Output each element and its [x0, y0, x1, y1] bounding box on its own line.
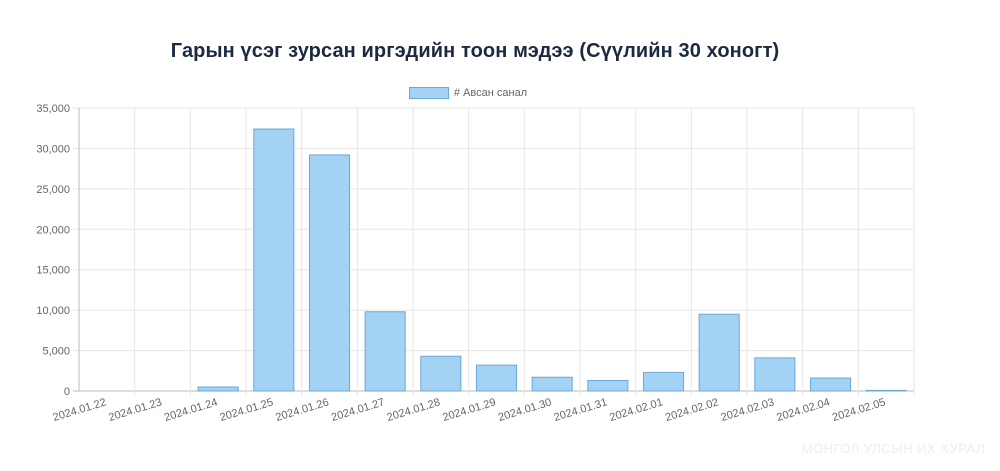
bar[interactable] [865, 389, 907, 392]
x-tick-label: 2024.02.01 [608, 396, 664, 424]
bar[interactable] [420, 355, 462, 392]
bar[interactable] [531, 376, 573, 392]
x-tick-label: 2024.02.02 [664, 396, 720, 424]
x-tick-label: 2024.01.30 [497, 396, 553, 424]
y-tick-label: 0 [64, 386, 70, 398]
bar[interactable] [587, 379, 629, 392]
watermark-text: МОНГОЛ УЛСЫН ИХ ХУРАЛ [801, 441, 985, 456]
x-tick-label: 2024.01.31 [553, 396, 609, 424]
grid-layer [73, 107, 915, 396]
y-tick-label: 20,000 [36, 224, 70, 236]
x-tick-label: 2024.02.04 [775, 396, 831, 424]
y-tick-label: 15,000 [36, 265, 70, 277]
bar[interactable] [809, 377, 852, 392]
bar[interactable] [642, 371, 685, 392]
x-tick-label: 2024.01.22 [52, 396, 108, 424]
bar[interactable] [197, 386, 239, 392]
legend-label: # Авсан санал [453, 87, 528, 99]
x-tick-label: 2024.01.28 [386, 396, 442, 424]
x-tick-label: 2024.01.25 [219, 396, 275, 424]
bar[interactable] [364, 311, 406, 392]
y-tick-label: 25,000 [36, 184, 70, 196]
chart-legend[interactable]: # Авсан санал [0, 87, 1000, 99]
x-tick-label: 2024.01.26 [274, 396, 330, 424]
bar[interactable] [308, 154, 351, 392]
y-tick-label: 30,000 [36, 143, 70, 155]
chart-title: Гарын үсэг зурсан иргэдийн тоон мэдээ (С… [170, 40, 780, 62]
x-tick-label: 2024.02.03 [720, 396, 776, 424]
bar[interactable] [253, 128, 295, 392]
x-tick-label: 2024.01.29 [441, 396, 497, 424]
y-tick-label: 10,000 [36, 305, 70, 317]
x-tick-label: 2024.02.05 [831, 396, 887, 424]
y-tick-label: 35,000 [36, 103, 70, 115]
x-tick-label: 2024.01.27 [330, 396, 386, 424]
x-tick-label: 2024.01.23 [107, 396, 163, 424]
legend-swatch [408, 87, 449, 99]
y-tick-label: 5,000 [42, 346, 70, 358]
bar-layer [197, 128, 907, 392]
bar[interactable] [475, 364, 518, 392]
bar[interactable] [698, 313, 740, 392]
x-tick-label: 2024.01.24 [163, 396, 219, 424]
bar[interactable] [754, 357, 796, 392]
